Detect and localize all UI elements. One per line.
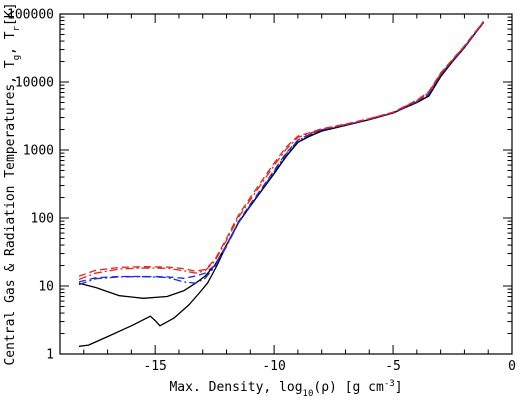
y-tick-label: 100 bbox=[31, 212, 54, 227]
plot-frame bbox=[59, 13, 513, 355]
series-line-6 bbox=[78, 21, 485, 281]
x-tick-label: -10 bbox=[262, 359, 285, 374]
x-tick-label: 0 bbox=[508, 359, 516, 374]
y-tick-label: 100000 bbox=[7, 8, 54, 23]
y-axis-label: Central Gas & Radiation Temperatures, Tg… bbox=[3, 2, 22, 365]
y-tick-label: 1 bbox=[46, 348, 54, 363]
x-tick-label: -15 bbox=[143, 359, 166, 374]
y-tick-label: 10 bbox=[38, 280, 54, 295]
ticks-layer bbox=[59, 13, 513, 355]
series-layer bbox=[78, 20, 485, 347]
y-tick-label: 10000 bbox=[15, 76, 54, 91]
y-tick-label: 1000 bbox=[23, 144, 54, 159]
series-line-2 bbox=[78, 22, 485, 299]
series-line-3 bbox=[78, 21, 485, 283]
tick-labels-layer: -15 -10 -5 0 1 10 100 1000 10000 100000 bbox=[7, 8, 516, 375]
x-axis-label: Max. Density, log10(ρ) [g cm-3] bbox=[169, 379, 402, 399]
series-line-5 bbox=[78, 20, 485, 277]
x-tick-label: -5 bbox=[385, 359, 401, 374]
series-line-4 bbox=[78, 21, 485, 286]
